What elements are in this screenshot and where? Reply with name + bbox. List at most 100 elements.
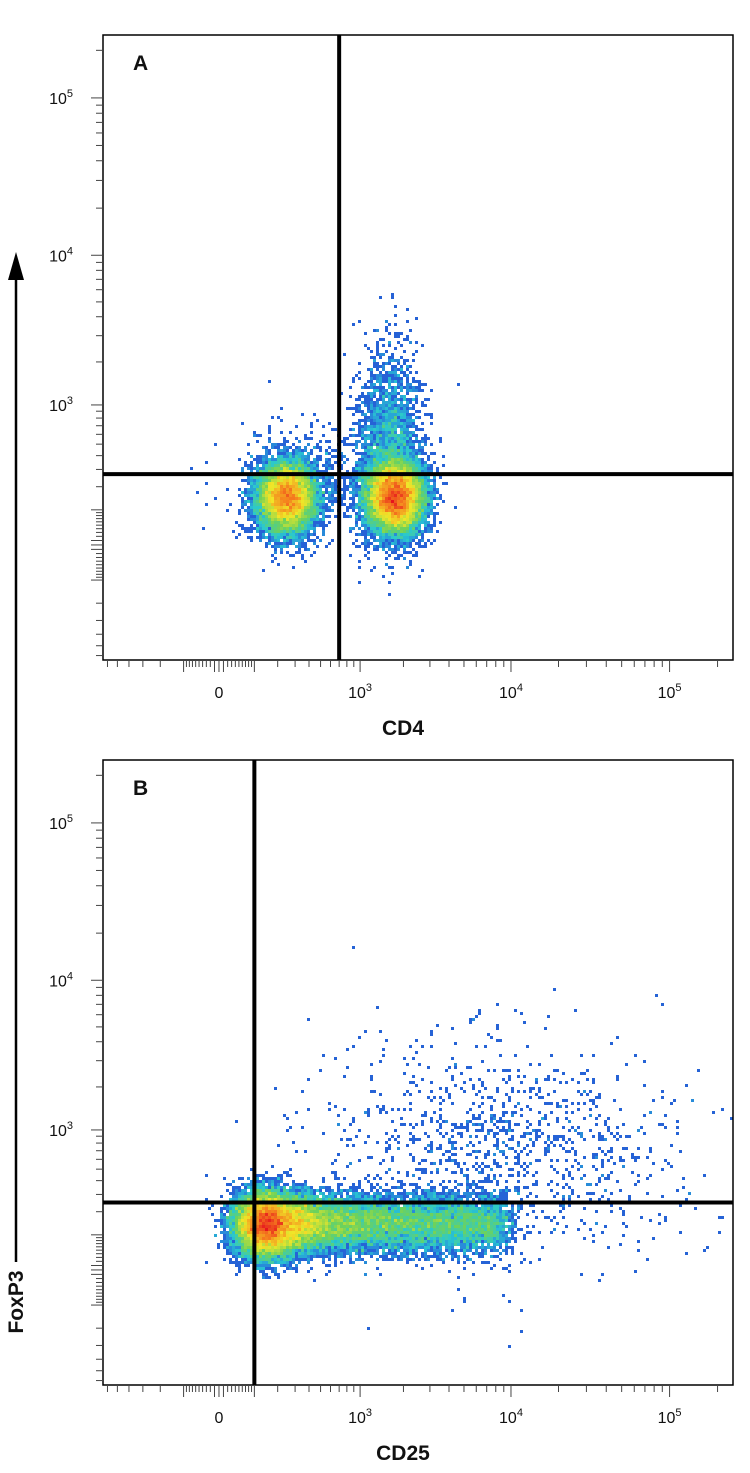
density-point	[406, 440, 409, 443]
density-point	[412, 1135, 415, 1138]
density-point	[475, 1207, 478, 1210]
density-point	[382, 509, 385, 512]
density-point	[388, 416, 391, 419]
density-point	[475, 1183, 478, 1186]
density-point	[430, 1171, 433, 1174]
density-point	[586, 1069, 589, 1072]
density-point	[271, 1219, 274, 1222]
density-point	[247, 1213, 250, 1216]
density-point	[256, 434, 259, 437]
density-point	[361, 437, 364, 440]
density-point	[280, 476, 283, 479]
density-point	[292, 1210, 295, 1213]
density-point	[295, 1192, 298, 1195]
density-point	[589, 1114, 592, 1117]
density-point	[424, 398, 427, 401]
density-point	[649, 1147, 652, 1150]
density-point	[349, 386, 352, 389]
density-point	[397, 548, 400, 551]
density-point	[409, 506, 412, 509]
density-point	[481, 1129, 484, 1132]
density-point	[445, 1120, 448, 1123]
density-point	[277, 1180, 280, 1183]
density-point	[622, 1213, 625, 1216]
density-point	[304, 437, 307, 440]
density-point	[364, 524, 367, 527]
density-point	[241, 1213, 244, 1216]
density-point	[421, 476, 424, 479]
density-point	[460, 1135, 463, 1138]
density-point	[322, 515, 325, 518]
density-point	[250, 1222, 253, 1225]
density-point	[292, 461, 295, 464]
density-point	[547, 1093, 550, 1096]
density-point	[367, 506, 370, 509]
density-point	[370, 425, 373, 428]
density-point	[439, 1192, 442, 1195]
density-point	[517, 1075, 520, 1078]
density-point	[319, 1192, 322, 1195]
density-point	[421, 1168, 424, 1171]
density-point	[391, 458, 394, 461]
density-point	[307, 536, 310, 539]
density-point	[406, 413, 409, 416]
density-point	[274, 461, 277, 464]
density-point	[247, 1228, 250, 1231]
density-point	[490, 1216, 493, 1219]
density-point	[310, 509, 313, 512]
density-point	[355, 1195, 358, 1198]
density-point	[385, 350, 388, 353]
density-point	[235, 1210, 238, 1213]
density-point	[286, 482, 289, 485]
density-point	[475, 1162, 478, 1165]
density-point	[424, 488, 427, 491]
density-point	[520, 1207, 523, 1210]
density-point	[463, 1228, 466, 1231]
density-point	[586, 1093, 589, 1096]
density-point	[412, 524, 415, 527]
density-point	[442, 1207, 445, 1210]
density-point	[442, 1228, 445, 1231]
density-point	[361, 476, 364, 479]
density-point	[472, 1117, 475, 1120]
density-point	[496, 1222, 499, 1225]
density-point	[328, 1108, 331, 1111]
density-point	[373, 512, 376, 515]
density-point	[304, 455, 307, 458]
density-point	[394, 479, 397, 482]
density-point	[286, 539, 289, 542]
density-point	[382, 401, 385, 404]
density-point	[385, 1171, 388, 1174]
density-point	[415, 470, 418, 473]
density-point	[289, 554, 292, 557]
density-point	[604, 1120, 607, 1123]
density-point	[238, 488, 241, 491]
density-point	[406, 368, 409, 371]
density-point	[409, 1123, 412, 1126]
density-point	[391, 551, 394, 554]
density-point	[301, 521, 304, 524]
density-point	[346, 1192, 349, 1195]
density-point	[358, 425, 361, 428]
density-point	[472, 1213, 475, 1216]
density-point	[388, 1138, 391, 1141]
density-point	[475, 1210, 478, 1213]
density-point	[283, 1231, 286, 1234]
density-point	[403, 374, 406, 377]
density-point	[265, 491, 268, 494]
density-point	[310, 479, 313, 482]
density-point	[268, 497, 271, 500]
density-point	[400, 521, 403, 524]
density-point	[382, 542, 385, 545]
density-point	[403, 440, 406, 443]
density-point	[382, 413, 385, 416]
density-point	[253, 521, 256, 524]
density-point	[307, 443, 310, 446]
density-point	[259, 524, 262, 527]
density-point	[292, 524, 295, 527]
density-point	[397, 479, 400, 482]
density-point	[388, 566, 391, 569]
density-point	[358, 1036, 361, 1039]
density-point	[328, 1231, 331, 1234]
density-point	[400, 539, 403, 542]
